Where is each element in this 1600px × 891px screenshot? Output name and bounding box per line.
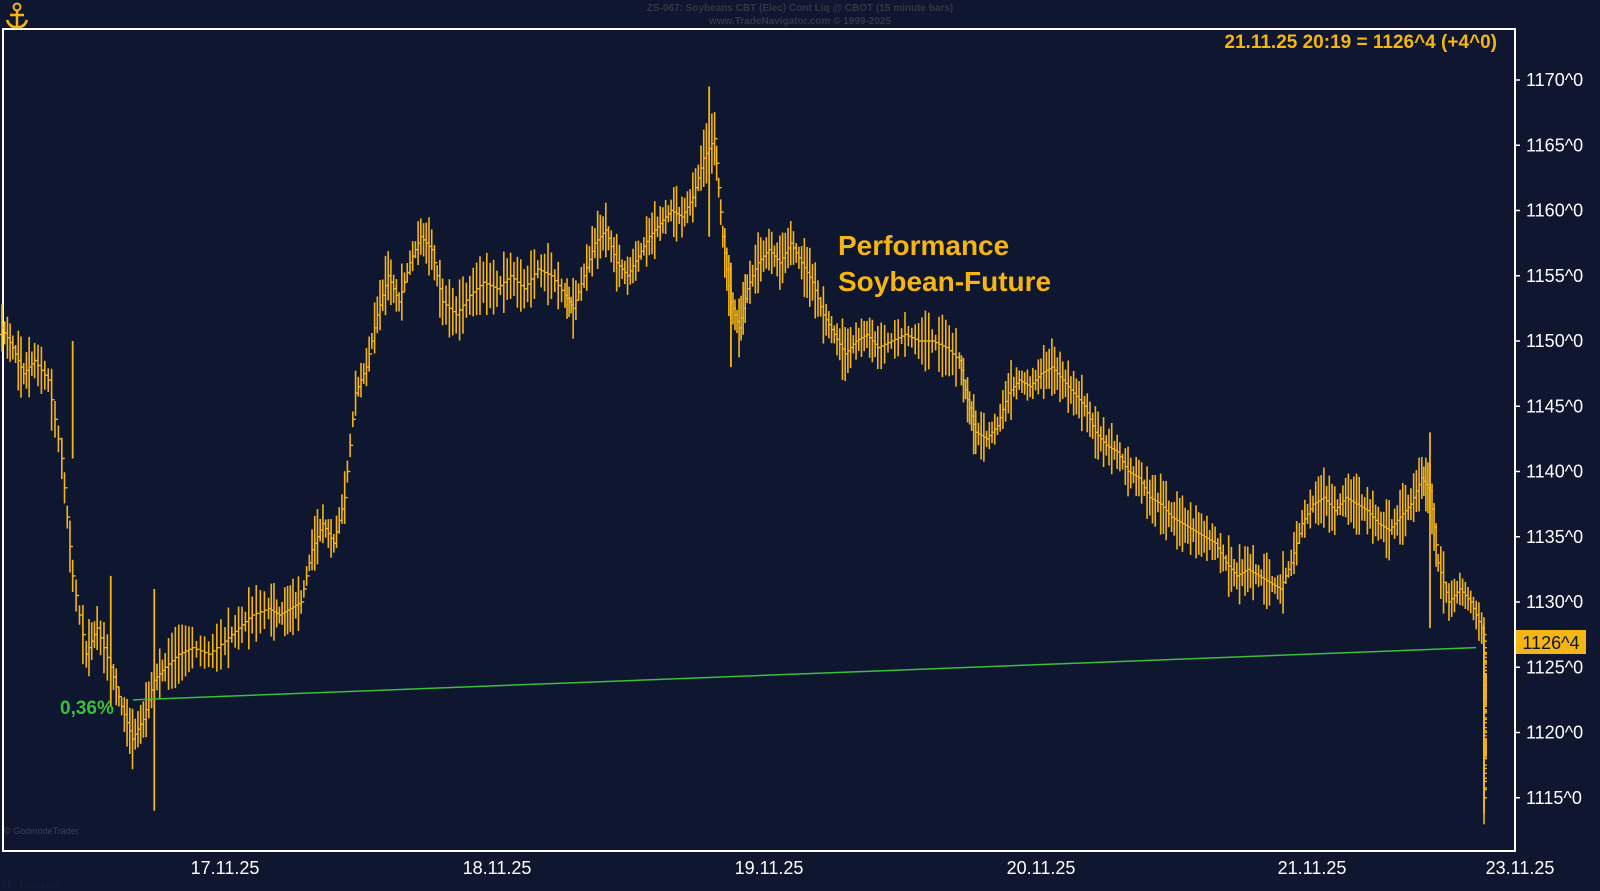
y-tick-label: 1155^0	[1526, 266, 1583, 286]
footer-credit: CE Investor	[2, 881, 62, 891]
y-tick-label: 1130^0	[1526, 592, 1583, 612]
trend-percent-label: 0,36%	[60, 698, 114, 719]
x-tick-label: 18.11.25	[463, 858, 532, 878]
y-tick-label: 1115^0	[1526, 788, 1582, 808]
price-bars	[0, 86, 1487, 825]
y-tick-label: 1160^0	[1526, 201, 1583, 221]
y-tick-label: 1150^0	[1526, 331, 1583, 351]
x-tick-label: 19.11.25	[735, 858, 804, 878]
y-tick-label: 1165^0	[1526, 135, 1583, 155]
x-axis: 17.11.25 18.11.25 19.11.25 20.11.25 21.11.25…	[191, 858, 1555, 878]
y-tick-label: 1145^0	[1526, 396, 1583, 416]
x-tick-label: 23.11.25	[1486, 858, 1555, 878]
chart-header-title: ZS-067: Soybeans CBT (Elec) Cont Liq @ C…	[646, 3, 954, 14]
plot-frame	[2, 28, 1516, 852]
chart-header-source: www.TradeNavigator.com © 1999-2025	[708, 16, 892, 27]
last-quote: 21.11.25 20:19 = 1126^4 (+4^0)	[1224, 32, 1497, 53]
last-price-marker: 1126^4	[1516, 630, 1586, 654]
y-tick-label: 1125^0	[1526, 657, 1583, 677]
y-tick-label: 1140^0	[1526, 462, 1583, 482]
y-tick-label: 1170^0	[1526, 70, 1583, 90]
trend-line	[132, 646, 1477, 701]
anchor-logo-icon	[5, 2, 29, 29]
y-tick-label: 1120^0	[1526, 723, 1583, 743]
svg-text:1126^4: 1126^4	[1522, 633, 1579, 653]
y-tick-label: 1135^0	[1526, 527, 1583, 547]
x-tick-label: 21.11.25	[1278, 858, 1347, 878]
chart-title-line-1: Performance	[838, 230, 1009, 261]
y-axis: 1115^0 1120^0 1125^0 1130^0 1135^0 1140^0 1145…	[1514, 70, 1583, 808]
x-tick-label: 17.11.25	[191, 858, 260, 878]
x-tick-label: 20.11.25	[1007, 858, 1076, 878]
chart-title-line-2: Soybean-Future	[838, 266, 1051, 297]
watermark: © GodmodeTrader	[4, 826, 79, 836]
